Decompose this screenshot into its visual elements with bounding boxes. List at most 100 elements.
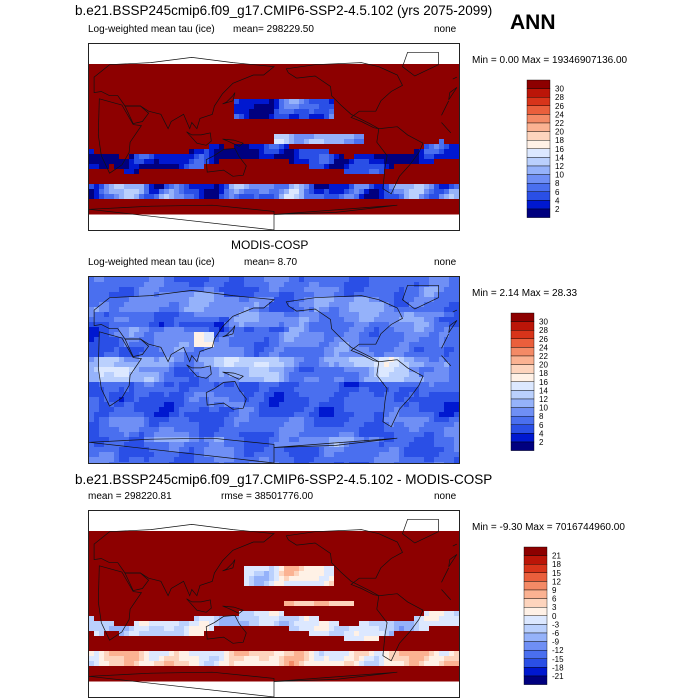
map-cell [294, 169, 300, 175]
map-cell [134, 442, 140, 448]
map-cell [429, 99, 435, 105]
coastline [452, 76, 458, 80]
map-cell [399, 352, 405, 358]
colorbar-tick-label: 24 [555, 110, 564, 119]
map-cell [234, 342, 240, 348]
map-cell [119, 392, 125, 398]
map-cell [404, 427, 410, 433]
map-cell [369, 317, 375, 323]
map-cell [189, 332, 195, 338]
map-cell [169, 184, 175, 190]
map-cell [404, 437, 410, 443]
map-cell [279, 332, 285, 338]
map-cell [314, 84, 320, 90]
map-cell [194, 367, 200, 373]
map-cell [419, 372, 425, 378]
map-cell [304, 119, 310, 125]
map-cell [264, 302, 270, 308]
map-cell [219, 327, 225, 333]
map-cell [194, 397, 200, 403]
map-cell [394, 134, 400, 140]
map-cell [409, 84, 415, 90]
map-cell [144, 277, 150, 283]
map-cell [304, 149, 310, 155]
map-cell [279, 159, 285, 165]
map-cell [394, 337, 400, 343]
map-cell [139, 69, 145, 75]
map-cell [254, 149, 260, 155]
map-cell [409, 342, 415, 348]
map-cell [309, 412, 315, 418]
map-cell [274, 169, 280, 175]
map-cell [174, 292, 180, 298]
map-cell [124, 342, 130, 348]
map-cell [184, 317, 190, 323]
map-cell [139, 277, 145, 283]
map-cell [304, 194, 310, 200]
map-cell [194, 447, 200, 453]
map-cell [319, 347, 325, 353]
map-cell [324, 292, 330, 298]
map-cell [154, 427, 160, 433]
map-cell [159, 392, 165, 398]
map-cell [209, 352, 215, 358]
map-cell [444, 99, 450, 105]
map-cell [134, 89, 140, 95]
map-cell [159, 372, 165, 378]
map-cell [244, 104, 250, 110]
map-cell [289, 204, 295, 210]
map-cell [354, 412, 360, 418]
map-cell [144, 327, 150, 333]
map-cell [94, 302, 100, 308]
map-cell [254, 392, 260, 398]
map-cell [314, 94, 320, 100]
map-cell [374, 119, 380, 125]
map-cell [194, 427, 200, 433]
map-cell [399, 372, 405, 378]
map-cell [249, 199, 255, 205]
map-cell [279, 179, 285, 185]
map-cell [354, 407, 360, 413]
map-cell [99, 209, 105, 215]
map-cell [259, 342, 265, 348]
map-cell [369, 79, 375, 85]
map-cell [414, 432, 420, 438]
map-cell [344, 99, 350, 105]
map-cell [384, 199, 390, 205]
map-cell [259, 347, 265, 353]
map-cell [434, 342, 440, 348]
map-cell [89, 377, 95, 383]
map-cell [349, 184, 355, 190]
map-cell [399, 164, 405, 170]
map-cell [259, 317, 265, 323]
map-cell [284, 159, 290, 165]
map-cell [344, 109, 350, 115]
map-cell [454, 169, 459, 175]
map-cell [369, 412, 375, 418]
map-cell [159, 342, 165, 348]
map-cell [389, 312, 395, 318]
map-cell [264, 99, 270, 105]
map-cell [424, 452, 430, 458]
map-cell [279, 302, 285, 308]
map-cell [259, 377, 265, 383]
map-cell [409, 317, 415, 323]
map-cell [269, 412, 275, 418]
map-cell [169, 109, 175, 115]
map-cell [139, 134, 145, 140]
map-cell [219, 199, 225, 205]
map-cell [149, 392, 155, 398]
map-cell [439, 402, 445, 408]
map-cell [239, 144, 245, 150]
map-cell [99, 84, 105, 90]
map-cell [134, 402, 140, 408]
map-cell [424, 327, 430, 333]
map-cell [199, 119, 205, 125]
map-cell [219, 69, 225, 75]
map-cell [384, 79, 390, 85]
map-cell [434, 422, 440, 428]
map-cell [294, 149, 300, 155]
map-cell [324, 307, 330, 313]
map-cell [294, 297, 300, 303]
map-cell [254, 79, 260, 85]
